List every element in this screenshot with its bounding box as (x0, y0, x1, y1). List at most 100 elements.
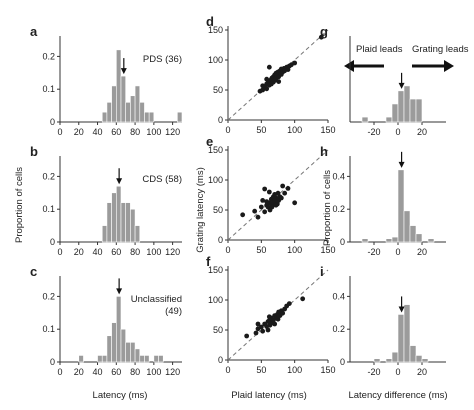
histogram-bar (415, 233, 423, 243)
y-tick-label: 0 (218, 115, 223, 125)
x-tick-label: 50 (256, 245, 266, 255)
scatter-point (240, 212, 246, 218)
panel-h: h -20 0 20 0 0.2 0.4 (320, 144, 446, 257)
x-tick-label: -20 (367, 247, 380, 257)
x-tick-label: 100 (287, 245, 302, 255)
histogram-bar (130, 342, 136, 363)
y-tick-label: 50 (213, 205, 223, 215)
x-tick-label: 80 (130, 367, 140, 377)
histogram-bar (125, 342, 131, 363)
x-tick-label: 50 (256, 125, 266, 135)
panel-g: g -20 0 20 (320, 24, 446, 137)
scatter-point (269, 204, 275, 210)
x-tick-label: 80 (130, 127, 140, 137)
histogram-bar (385, 116, 393, 123)
histogram-bar (130, 95, 136, 123)
histogram-bar (391, 351, 399, 363)
x-tick-label: 0 (225, 365, 230, 375)
scatter-point (260, 328, 266, 334)
plaid-leads-label: Plaid leads (356, 44, 403, 55)
y-tick-label: 50 (213, 85, 223, 95)
scatter-point (244, 333, 250, 339)
histogram-bar (403, 210, 411, 243)
histogram-bar (409, 98, 417, 123)
x-tick-label: 100 (146, 247, 161, 257)
scatter-point (266, 64, 272, 70)
median-arrow-head (398, 82, 405, 89)
panel-letter: c (30, 264, 37, 279)
histogram-bar (101, 355, 108, 363)
x-tick-label: 120 (165, 367, 180, 377)
panel-letter: i (320, 264, 324, 279)
histogram-bar (120, 202, 126, 243)
histogram-bar (78, 355, 84, 363)
y-tick-label: 0.1 (42, 324, 55, 334)
x-tick-label: 150 (320, 365, 335, 375)
unity-line (227, 29, 329, 121)
panel-d: d 0 50 100 150 0 50 100 150 (206, 14, 336, 135)
left-ylabel: Proportion of cells (14, 167, 25, 243)
histogram-bar (409, 345, 417, 363)
panel-b: b 0 20 40 60 80 100 120 0 0.1 0.2 CDS (58) (30, 144, 182, 257)
x-tick-label: -20 (367, 127, 380, 137)
mid-xlabel: Plaid latency (ms) (231, 390, 307, 401)
panel-letter: h (320, 144, 328, 159)
histogram-bar (106, 202, 112, 243)
scatter-point (255, 214, 261, 220)
median-arrow-head (398, 306, 405, 313)
histogram-bar (409, 225, 417, 243)
x-tick-label: 60 (111, 367, 121, 377)
y-tick-label: 0.2 (332, 204, 345, 214)
panel-letter: d (206, 14, 214, 29)
scatter-point (285, 67, 291, 72)
histogram-bar (116, 296, 122, 363)
panels: a 0 20 40 60 80 100 120 0 0.1 0.2 PDS (36) b 0 20 40 60 8… (30, 14, 446, 377)
y-tick-label: 0.2 (42, 171, 55, 181)
y-tick-label: 0.1 (42, 204, 55, 214)
histogram-bar (415, 355, 423, 363)
scatter-point (264, 76, 270, 82)
y-tick-label: 150 (208, 265, 223, 275)
scatter-point (264, 199, 270, 205)
scatter-point (260, 83, 266, 89)
histogram-bar (120, 328, 126, 363)
unity-line (227, 149, 329, 241)
cell-type-label: Unclassified (131, 294, 182, 305)
scatter-point (282, 190, 288, 196)
histogram-bar (111, 322, 117, 363)
scatter-point (300, 296, 306, 302)
histogram-bar (106, 102, 112, 123)
grating-leads-arrow (412, 60, 454, 72)
histogram-bar (111, 192, 117, 243)
histogram-bar (427, 238, 435, 243)
x-tick-label: 100 (287, 125, 302, 135)
histogram-bar (116, 185, 122, 243)
y-tick-label: 0.4 (332, 291, 345, 301)
y-tick-label: 0 (50, 237, 55, 247)
panel-letter: e (206, 134, 213, 149)
histogram-bar (373, 358, 381, 363)
y-tick-label: 0.1 (42, 84, 55, 94)
histogram-bar (361, 116, 369, 123)
histogram-bar (391, 236, 399, 243)
histogram-bar (139, 355, 145, 363)
right-xlabel: Latency difference (ms) (348, 390, 447, 401)
cell-type-label: (49) (165, 306, 182, 317)
x-tick-label: 20 (417, 127, 427, 137)
histogram-bar (397, 90, 405, 123)
x-tick-label: 120 (165, 127, 180, 137)
y-tick-label: 0 (340, 357, 345, 367)
scatter-point (264, 86, 270, 92)
histogram-bar (125, 202, 131, 243)
x-tick-label: 100 (146, 127, 161, 137)
scatter-point (252, 208, 258, 214)
y-tick-label: 100 (208, 55, 223, 65)
x-tick-label: 0 (57, 247, 62, 257)
x-tick-label: 150 (320, 245, 335, 255)
scatter-point (258, 324, 264, 330)
x-tick-label: 40 (93, 247, 103, 257)
histogram-bar (106, 335, 112, 363)
unity-line (227, 269, 329, 361)
x-tick-label: -20 (367, 367, 380, 377)
panel-letter: g (320, 24, 328, 39)
